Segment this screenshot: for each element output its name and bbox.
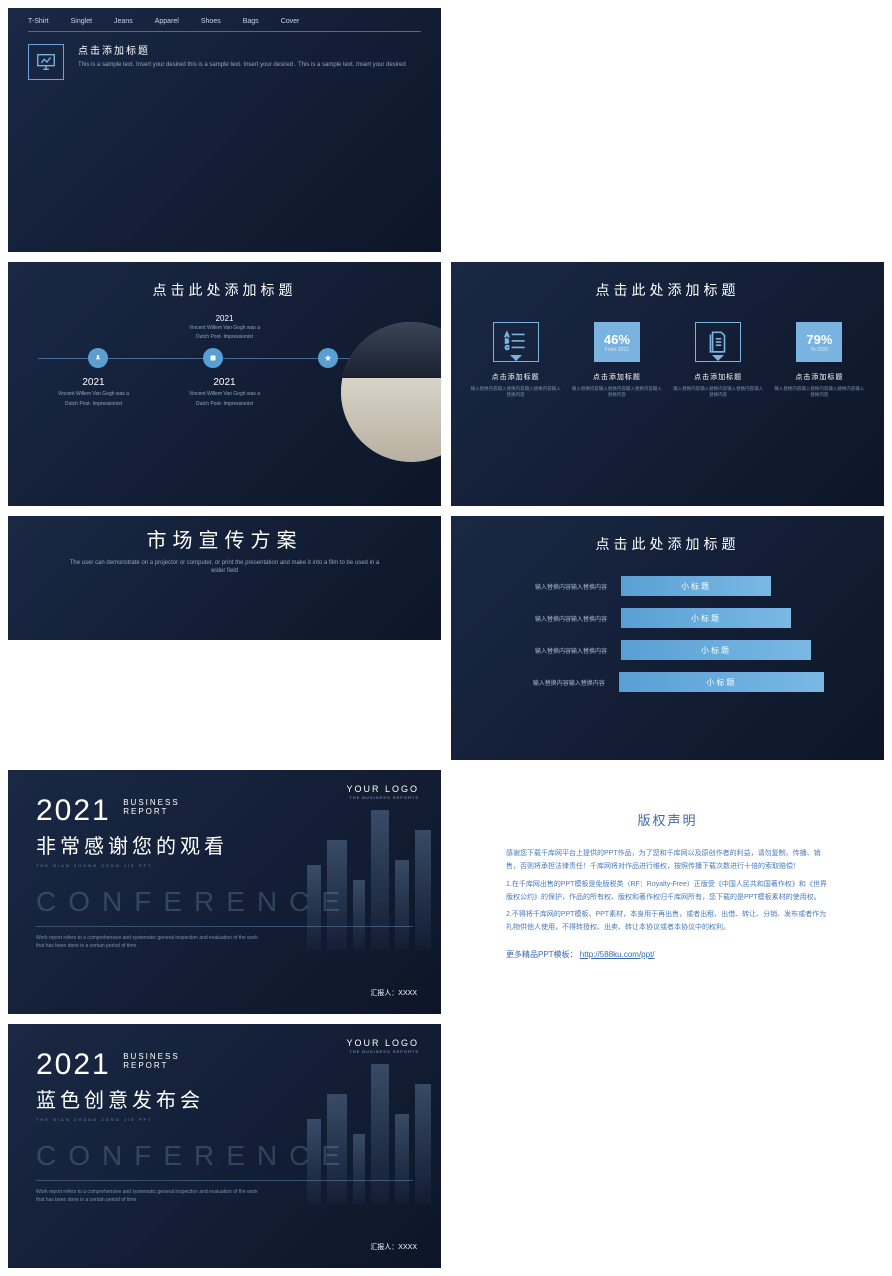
logo-subtitle: THE BUSINESS REPORTS — [346, 795, 419, 800]
abc-list-icon: ABC — [493, 322, 539, 362]
col-heading: 点击添加标题 — [572, 372, 662, 382]
percent-value: 79% — [806, 332, 832, 347]
col-text: 输入替换内容输入替换内容输入替换内容输入替换内容 — [471, 386, 561, 399]
bar-chart: 输入替换内容输入替换内容小标题 输入替换内容输入替换内容小标题 输入替换内容输入… — [451, 554, 884, 692]
col-text: 输入替换内容输入替换内容输入替换内容输入替换内容 — [774, 386, 864, 399]
year-label: 2021 — [44, 377, 144, 388]
link-label: 更多精品PPT模板： — [506, 950, 578, 959]
author-label: 汇报人：XXXX — [370, 1242, 417, 1252]
logo-block: YOUR LOGO THE BUSINESS REPORTS — [346, 1038, 419, 1054]
slide-8-cover: YOUR LOGO THE BUSINESS REPORTS 2021 BUSI… — [8, 1024, 441, 1268]
city-skyline-graphic — [241, 1044, 441, 1244]
cat-item: Apparel — [155, 18, 179, 25]
bar: 小标题 — [621, 576, 771, 596]
bar-row: 输入替换内容输入替换内容小标题 — [511, 672, 824, 692]
desc-line: Vincent Willem Van Gogh was a — [175, 391, 275, 398]
slide-6-thanks: YOUR LOGO THE BUSINESS REPORTS 2021 BUSI… — [8, 770, 441, 1014]
year-big: 2021 — [36, 794, 111, 828]
timeline-item: 2021 Vincent Willem Van Gogh was a Dutch… — [44, 377, 144, 407]
info-column: 79%To 2020 点击添加标题 输入替换内容输入替换内容输入替换内容输入替换… — [774, 322, 864, 399]
slide-3-timeline: 点击此处添加标题 2021 Vincent Willem Van Gogh wa… — [8, 262, 441, 506]
desc-line: Dutch Post- Impressionist — [44, 401, 144, 408]
cat-item: Cover — [281, 18, 300, 25]
person-photo — [341, 322, 441, 462]
copyright-para: 感谢您下载千库网平台上提供的PPT作品，为了您和千库网以及原创作者的利益，请勿复… — [506, 847, 829, 874]
br-line: BUSINESS — [123, 798, 179, 807]
bar: 小标题 — [621, 640, 811, 660]
copyright-title: 版权声明 — [506, 810, 829, 829]
logo-subtitle: THE BUSINESS REPORTS — [346, 1049, 419, 1054]
slide-title: 点击此处添加标题 — [451, 516, 884, 554]
info-column: 46%From 2012 点击添加标题 输入替换内容输入替换内容输入替换内容输入… — [572, 322, 662, 399]
cat-item: Jeans — [114, 18, 133, 25]
bar: 小标题 — [621, 608, 791, 628]
year-big: 2021 — [36, 1048, 111, 1082]
timeline-dot-icon — [318, 348, 338, 368]
desc-line: Dutch Post- Impressionist — [175, 401, 275, 408]
svg-text:A: A — [505, 333, 509, 339]
slide-title: 点击此处添加标题 — [451, 262, 884, 300]
col-heading: 点击添加标题 — [673, 372, 763, 382]
bar-row: 输入替换内容输入替换内容小标题 — [511, 608, 824, 628]
cat-item: Shoes — [201, 18, 221, 25]
copyright-para: 2.不得将千库网的PPT模板、PPT素材，本身用于再出售，或者出租、出借、转让、… — [506, 908, 829, 935]
bar-label: 输入替换内容输入替换内容 — [511, 582, 621, 591]
col-text: 输入替换内容输入替换内容输入替换内容输入替换内容 — [673, 386, 763, 399]
info-column: ABC 点击添加标题 输入替换内容输入替换内容输入替换内容输入替换内容 — [471, 322, 561, 399]
desc-line: Vincent Willem Van Gogh was a — [44, 391, 144, 398]
col-text: 输入替换内容输入替换内容输入替换内容输入替换内容 — [572, 386, 662, 399]
br-line: BUSINESS — [123, 1052, 179, 1061]
slide-1-categories: T-Shirt Singlet Jeans Apparel Shoes Bags… — [8, 8, 441, 252]
document-icon — [695, 322, 741, 362]
subtitle: The user can demonstrate on a projector … — [8, 559, 441, 576]
timeline-item: 2021 Vincent Willem Van Gogh was a Dutch… — [175, 377, 275, 407]
percent-badge: 79%To 2020 — [796, 322, 842, 362]
bar-row: 输入替换内容输入替换内容小标题 — [511, 576, 824, 596]
cat-item: Singlet — [71, 18, 92, 25]
svg-text:C: C — [505, 346, 509, 352]
slide-2-title: 市场宣传方案 The user can demonstrate on a pro… — [8, 516, 441, 640]
br-line: REPORT — [123, 807, 179, 816]
author-label: 汇报人：XXXX — [370, 988, 417, 998]
bar-label: 输入替换内容输入替换内容 — [511, 646, 621, 655]
template-url-link[interactable]: http://588ku.com/ppt/ — [580, 950, 655, 959]
bar-label: 输入替换内容输入替换内容 — [511, 678, 619, 687]
slide-4-icons: 点击此处添加标题 ABC 点击添加标题 输入替换内容输入替换内容输入替换内容输入… — [451, 262, 884, 506]
presentation-icon — [28, 44, 64, 80]
slide-5-bars: 点击此处添加标题 输入替换内容输入替换内容小标题 输入替换内容输入替换内容小标题… — [451, 516, 884, 760]
logo-text: YOUR LOGO — [346, 784, 419, 794]
copyright-para: 1.在千库网出售的PPT模板是免版税类（RF：Royalty-Free）正版受《… — [506, 878, 829, 905]
logo-block: YOUR LOGO THE BUSINESS REPORTS — [346, 784, 419, 800]
timeline-dot-icon — [203, 348, 223, 368]
col-heading: 点击添加标题 — [471, 372, 561, 382]
percent-badge: 46%From 2012 — [594, 322, 640, 362]
bar-label: 输入替换内容输入替换内容 — [511, 614, 621, 623]
bar-row: 输入替换内容输入替换内容小标题 — [511, 640, 824, 660]
slide-7-copyright: 版权声明 感谢您下载千库网平台上提供的PPT作品，为了您和千库网以及原创作者的利… — [451, 770, 884, 1014]
timeline-dot-icon — [88, 348, 108, 368]
cat-item: T-Shirt — [28, 18, 49, 25]
slide-title: 点击此处添加标题 — [8, 262, 441, 300]
svg-text:B: B — [505, 339, 509, 345]
divider — [28, 31, 421, 32]
bar: 小标题 — [619, 672, 824, 692]
info-column: 点击添加标题 输入替换内容输入替换内容输入替换内容输入替换内容 — [673, 322, 763, 399]
slide-heading: 点击添加标题 — [78, 42, 406, 57]
business-report-label: BUSINESS REPORT — [123, 1052, 179, 1070]
cat-item: Bags — [243, 18, 259, 25]
percent-sub: To 2020 — [810, 347, 828, 353]
percent-value: 46% — [604, 332, 630, 347]
col-heading: 点击添加标题 — [774, 372, 864, 382]
category-row: T-Shirt Singlet Jeans Apparel Shoes Bags… — [8, 8, 441, 29]
br-line: REPORT — [123, 1061, 179, 1070]
city-skyline-graphic — [241, 790, 441, 990]
year-label: 2021 — [175, 377, 275, 388]
slide-body-text: This is a sample text. Insert your desir… — [78, 61, 406, 70]
business-report-label: BUSINESS REPORT — [123, 798, 179, 816]
percent-sub: From 2012 — [605, 347, 629, 353]
logo-text: YOUR LOGO — [346, 1038, 419, 1048]
main-title: 市场宣传方案 — [8, 524, 441, 553]
more-templates-link: 更多精品PPT模板： http://588ku.com/ppt/ — [506, 949, 829, 960]
